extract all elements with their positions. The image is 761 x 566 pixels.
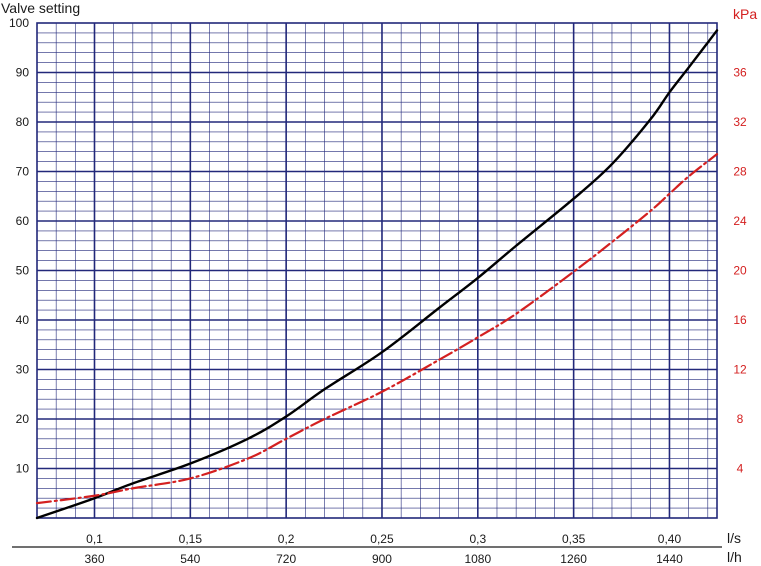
x-tick-label-lh: 1080 — [464, 552, 491, 566]
x-axis-unit-lh: l/h — [727, 549, 742, 565]
x-tick-label-lh: 900 — [372, 552, 392, 566]
left-tick-label: 30 — [16, 363, 30, 377]
x-tick-label-lh: 1260 — [560, 552, 587, 566]
left-tick-label: 70 — [16, 165, 30, 179]
left-tick-label: 40 — [16, 313, 30, 327]
x-tick-label-ls: 0,3 — [469, 532, 486, 546]
right-tick-label: 32 — [733, 115, 747, 129]
left-tick-label: 90 — [16, 66, 30, 80]
x-tick-label-ls: 0,15 — [179, 532, 203, 546]
x-tick-label-ls: 0,2 — [278, 532, 295, 546]
x-tick-label-ls: 0,1 — [86, 532, 103, 546]
grid — [36, 22, 718, 519]
x-tick-label-lh: 1440 — [656, 552, 683, 566]
left-axis-title: Valve setting — [1, 0, 80, 16]
right-tick-label: 24 — [733, 214, 747, 228]
left-tick-label: 10 — [16, 462, 30, 476]
left-tick-label: 50 — [16, 264, 30, 278]
x-tick-label-lh: 720 — [276, 552, 296, 566]
left-tick-label: 80 — [16, 115, 30, 129]
left-tick-label: 60 — [16, 214, 30, 228]
right-tick-label: 16 — [733, 313, 747, 327]
right-tick-label: 12 — [733, 363, 747, 377]
right-tick-label: 4 — [737, 462, 744, 476]
right-tick-label: 20 — [733, 264, 747, 278]
x-tick-label-lh: 360 — [84, 552, 104, 566]
right-tick-label: 36 — [733, 66, 747, 80]
left-tick-label: 20 — [16, 412, 30, 426]
plot-frame — [36, 22, 718, 519]
x-tick-label-ls: 0,40 — [658, 532, 682, 546]
right-tick-label: 28 — [733, 165, 747, 179]
x-tick-label-ls: 0,35 — [562, 532, 586, 546]
left-tick-label: 100 — [9, 16, 29, 30]
valve-setting-curve — [35, 29, 719, 520]
x-tick-label-lh: 540 — [180, 552, 200, 566]
x-tick-label-ls: 0,25 — [370, 532, 394, 546]
right-axis-title: kPa — [733, 6, 757, 22]
pressure-curve-kpa — [35, 153, 719, 505]
right-tick-label: 8 — [737, 412, 744, 426]
x-axis-unit-ls: l/s — [727, 530, 741, 546]
curves — [35, 29, 719, 520]
